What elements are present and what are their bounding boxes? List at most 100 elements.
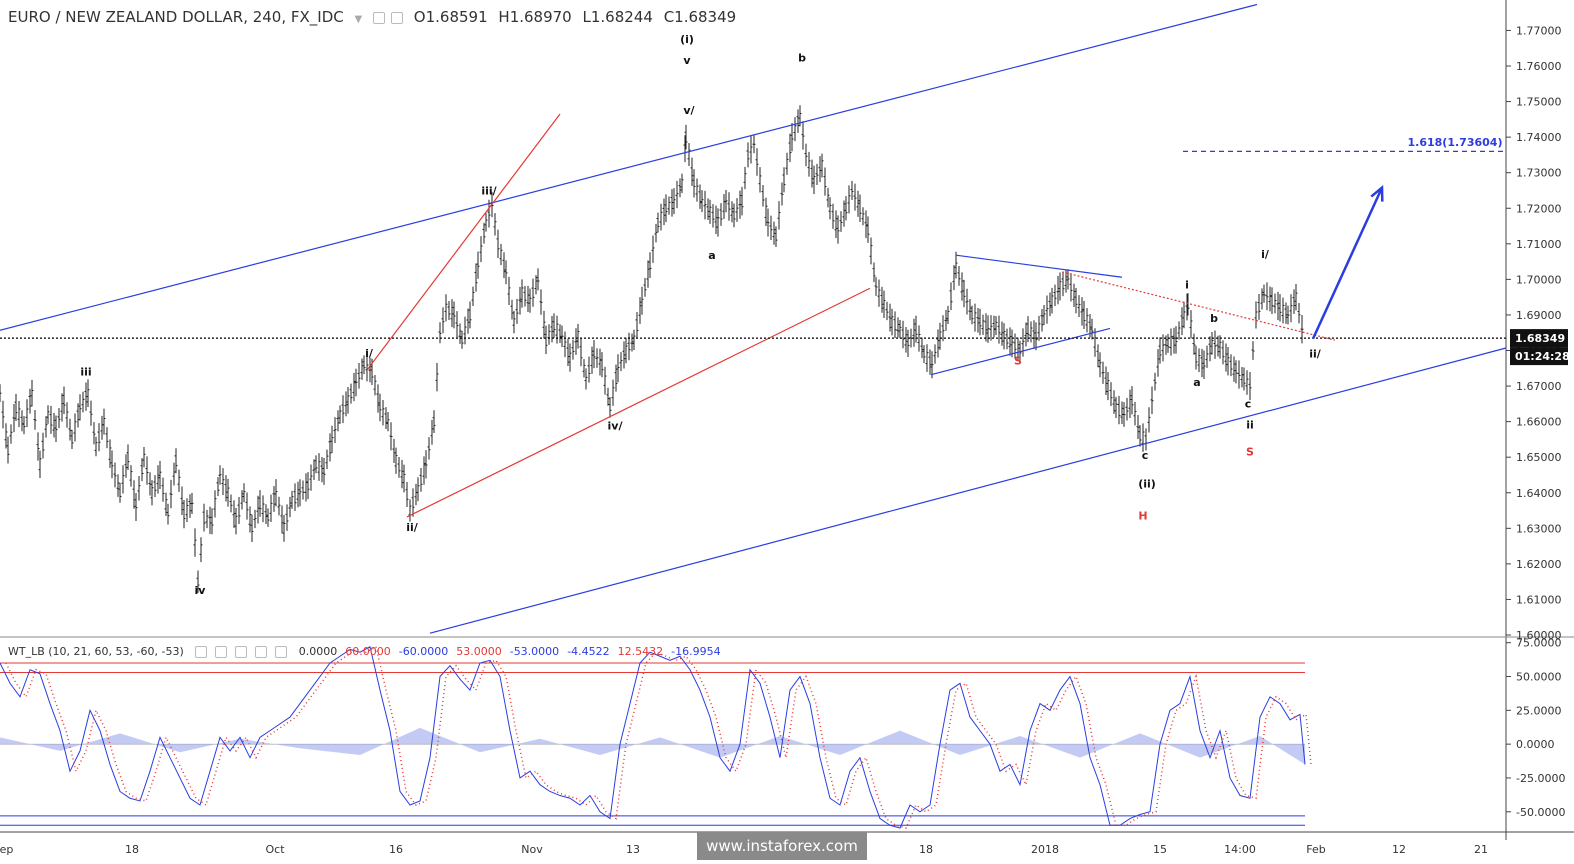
- wave-label: iii: [80, 365, 91, 378]
- wave-label: i: [1185, 278, 1189, 291]
- settings-icon[interactable]: [373, 11, 386, 24]
- osc-tick-label: 0.0000: [1516, 738, 1555, 751]
- time-tick-label: Nov: [521, 843, 543, 856]
- wave-label: b: [798, 52, 806, 65]
- indicator-value: 60.0000: [345, 645, 391, 658]
- plus-icon[interactable]: [255, 646, 268, 658]
- wave-label: c: [1142, 449, 1149, 462]
- osc-histogram: [0, 727, 1305, 765]
- time-tick-label: 15: [1153, 843, 1167, 856]
- triangle-bottom-line: [930, 327, 1111, 376]
- wave-label: S: [1246, 445, 1254, 458]
- time-tick-label: 18: [919, 843, 933, 856]
- red-upper-line: [366, 113, 561, 371]
- close-value: C1.68349: [663, 8, 737, 26]
- indicator-value: 0.0000: [298, 645, 338, 658]
- price-tick-label: 1.72000: [1516, 202, 1562, 215]
- indicator-value: -16.9954: [671, 645, 721, 658]
- watermark: www.instaforex.com: [697, 832, 867, 860]
- osc-tick-label: 25.0000: [1516, 704, 1562, 717]
- price-tick-label: 1.67000: [1516, 380, 1562, 393]
- wave-label: c: [1245, 397, 1252, 410]
- price-tick-label: 1.69000: [1516, 309, 1562, 322]
- wave-label: i/: [365, 347, 374, 360]
- symbol-header: EURO / NEW ZEALAND DOLLAR, 240, FX_IDC ▼…: [8, 8, 742, 26]
- last-price-tag: [1510, 329, 1568, 348]
- wave-label: 1.618(1.73604): [1408, 136, 1503, 149]
- last-price-label: 1.68349: [1515, 332, 1565, 345]
- wave-label: i/: [1261, 248, 1270, 261]
- settings-icon[interactable]: [215, 646, 228, 658]
- price-tick-label: 1.70000: [1516, 273, 1562, 286]
- price-tick-label: 1.65000: [1516, 451, 1562, 464]
- wave-label: ii: [1246, 419, 1254, 432]
- indicator-value: 53.0000: [456, 645, 502, 658]
- indicator-values: 0.0000 60.0000 -60.0000 53.0000 -53.0000 -4.4…: [299, 645, 729, 658]
- osc-wt1-line: [0, 646, 1306, 829]
- channel-upper-line: [0, 3, 1258, 331]
- time-tick-label: Oct: [265, 843, 285, 856]
- osc-tick-label: 75.0000: [1516, 637, 1562, 650]
- price-tick-label: 1.62000: [1516, 558, 1562, 571]
- price-tick-label: 1.64000: [1516, 487, 1562, 500]
- time-tick-label: 16: [389, 843, 403, 856]
- arrow-head-icon: [1370, 185, 1384, 202]
- osc-tick-label: -50.0000: [1516, 806, 1565, 819]
- time-tick-label: 13: [626, 843, 640, 856]
- symbol-title[interactable]: EURO / NEW ZEALAND DOLLAR, 240, FX_IDC: [8, 8, 344, 26]
- indicator-value: -60.0000: [398, 645, 449, 658]
- wave-label: (ii): [1138, 477, 1156, 490]
- high-value: H1.68970: [498, 8, 572, 26]
- red-lower-line: [406, 287, 871, 518]
- price-tick-label: 1.71000: [1516, 238, 1562, 251]
- price-tick-label: 1.76000: [1516, 60, 1562, 73]
- close-icon[interactable]: [275, 646, 288, 658]
- indicator-header: WT_LB (10, 21, 60, 53, -60, -53) 0.0000 6…: [8, 645, 737, 658]
- wave-label: v/: [683, 104, 695, 117]
- wave-label: a: [1193, 376, 1200, 389]
- wave-label: (i): [680, 33, 694, 46]
- open-value: O1.68591: [413, 8, 488, 26]
- projection-arrow: [1311, 187, 1384, 340]
- channel-lower-line: [429, 347, 1507, 634]
- wave-label: H: [1138, 509, 1147, 522]
- wave-label: S: [1014, 355, 1022, 368]
- wave-label: ii/: [1309, 348, 1322, 361]
- osc-tick-label: -25.0000: [1516, 772, 1565, 785]
- wave-label: a: [708, 249, 715, 262]
- eye-icon[interactable]: [195, 646, 208, 658]
- wave-label: iii/: [481, 185, 497, 198]
- time-tick-label: 14:00: [1224, 843, 1256, 856]
- countdown-label: 01:24:28: [1515, 350, 1570, 363]
- gear-icon[interactable]: [391, 11, 404, 24]
- price-tick-label: 1.75000: [1516, 96, 1562, 109]
- time-tick-label: 21: [1474, 843, 1488, 856]
- price-tick-label: 1.60000: [1516, 629, 1562, 642]
- wave-label: iv: [195, 584, 207, 597]
- price-tick-label: 1.66000: [1516, 416, 1562, 429]
- price-tick-label: 1.73000: [1516, 167, 1562, 180]
- time-tick-label: Feb: [1306, 843, 1325, 856]
- triangle-top-line: [955, 254, 1123, 278]
- price-tick-label: 1.77000: [1516, 24, 1562, 37]
- time-tick-label: 2018: [1031, 843, 1059, 856]
- low-value: L1.68244: [582, 8, 653, 26]
- time-tick-label: 12: [1392, 843, 1406, 856]
- wave-label: iv/: [608, 419, 624, 432]
- price-tick-label: 1.61000: [1516, 593, 1562, 606]
- dropdown-arrow-icon[interactable]: ▼: [354, 14, 363, 25]
- time-tick-label: Sep: [0, 843, 13, 856]
- indicator-value: -4.4522: [567, 645, 610, 658]
- price-tick-label: 1.63000: [1516, 522, 1562, 535]
- time-tick-label: 18: [125, 843, 139, 856]
- osc-tick-label: 50.0000: [1516, 671, 1562, 684]
- gear-icon[interactable]: [235, 646, 248, 658]
- wave-label: v: [683, 54, 691, 67]
- countdown-tag: [1510, 347, 1568, 366]
- wave-label: b: [1210, 312, 1218, 325]
- indicator-name[interactable]: WT_LB (10, 21, 60, 53, -60, -53): [8, 645, 184, 658]
- neckline-line: [1061, 271, 1336, 341]
- indicator-value: -53.0000: [509, 645, 560, 658]
